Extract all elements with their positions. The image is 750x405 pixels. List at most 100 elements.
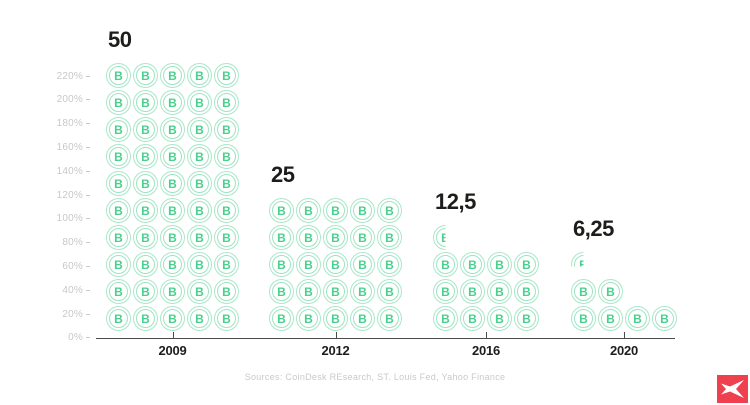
bitcoin-b-glyph: B: [606, 284, 615, 299]
coin-cell: B: [268, 251, 295, 278]
bitcoin-coin-icon: B: [269, 252, 294, 277]
coin-cell: B: [159, 116, 186, 143]
bitcoin-coin-icon: B: [106, 225, 131, 250]
y-axis-tick-label: 160%: [56, 141, 83, 153]
coin-cell: B: [132, 170, 159, 197]
bitcoin-coin-icon: B: [433, 279, 458, 304]
bitcoin-coin-icon: B: [214, 198, 239, 223]
bitcoin-b-glyph: B: [141, 203, 150, 218]
bitcoin-quarter-coin-icon: B: [571, 252, 584, 267]
bitcoin-b-glyph: B: [385, 284, 394, 299]
coin-cell: B: [486, 278, 513, 305]
coin-cell: B: [295, 251, 322, 278]
bitcoin-coin-icon: B: [106, 117, 131, 142]
coin-cell: B: [159, 197, 186, 224]
bitcoin-coin-icon: B: [487, 279, 512, 304]
bitcoin-b-glyph: B: [222, 122, 231, 137]
bitcoin-b-glyph: B: [195, 95, 204, 110]
bitcoin-b-glyph: B: [358, 203, 367, 218]
y-axis-tick-label: 200%: [56, 94, 83, 106]
bitcoin-coin-icon: B: [598, 279, 623, 304]
y-axis-tick-mark: [86, 242, 90, 244]
bitcoin-b-glyph: B: [168, 230, 177, 245]
bitcoin-coin-icon: B: [214, 252, 239, 277]
coin-cell: B: [213, 278, 240, 305]
bitcoin-coin-icon: B: [160, 171, 185, 196]
bitcoin-coin-icon: B: [160, 306, 185, 331]
coin-cell: B: [132, 89, 159, 116]
y-axis-tick-label: 0%: [68, 332, 83, 344]
bitcoin-coin-icon: B: [187, 63, 212, 88]
bitcoin-coin-icon: B: [377, 279, 402, 304]
bitcoin-coin-icon: B: [350, 198, 375, 223]
bitcoin-coin-icon: B: [350, 306, 375, 331]
bitcoin-b-glyph: B: [277, 257, 286, 272]
coin-cell: B: [376, 278, 403, 305]
coin-cell: B: [159, 305, 186, 332]
coin-cell: B: [159, 251, 186, 278]
bitcoin-b-glyph: B: [304, 311, 313, 326]
reward-group-2016: 12,5 B B B B B B B B B B B B B: [432, 189, 540, 332]
bitcoin-b-glyph: B: [660, 311, 669, 326]
coin-cell: B: [186, 116, 213, 143]
bitcoin-coin-icon: B: [106, 63, 131, 88]
bitcoin-coin-icon: B: [269, 306, 294, 331]
bitcoin-coin-icon: B: [187, 117, 212, 142]
y-axis-tick-120: 120%: [26, 190, 90, 201]
x-axis-tick: [624, 332, 625, 338]
bitcoin-coin-icon: B: [133, 90, 158, 115]
coin-cell: B: [486, 251, 513, 278]
y-axis-tick-20: 20%: [26, 308, 90, 320]
bitcoin-coin-icon: B: [625, 306, 650, 331]
coin-cell: B: [322, 305, 349, 332]
source-note: Sources: CoinDesk REsearch, ST. Louis Fe…: [244, 372, 506, 382]
bitcoin-b-glyph: B: [168, 95, 177, 110]
y-axis-tick-60: 60%: [26, 261, 90, 272]
coin-cell: B: [513, 278, 540, 305]
bitcoin-coin-icon: B: [133, 63, 158, 88]
bitcoin-coin-icon: B: [323, 306, 348, 331]
bitcoin-coin-icon: B: [133, 252, 158, 277]
bitcoin-b-glyph: B: [522, 284, 531, 299]
coin-cell: B: [159, 170, 186, 197]
bitcoin-coin-icon: B: [133, 117, 158, 142]
coin-cell: B: [376, 197, 403, 224]
y-axis-tick-0: 0%: [26, 332, 90, 344]
bitcoin-b-glyph: B: [141, 311, 150, 326]
bitcoin-coin-icon: B: [106, 198, 131, 223]
bitcoin-b-glyph: B: [441, 230, 450, 245]
bitcoin-b-glyph: B: [222, 257, 231, 272]
x-axis-label-2012: 2012: [321, 343, 350, 358]
coin-cell: B: [132, 305, 159, 332]
x-axis-tick: [335, 332, 337, 338]
y-axis-tick-label: 20%: [62, 308, 83, 320]
coin-cell: B: [213, 62, 240, 89]
coin-cell: B: [186, 278, 213, 305]
bitcoin-b-glyph: B: [495, 311, 504, 326]
bitcoin-coin-icon: B: [514, 306, 539, 331]
y-axis-tick-mark: [86, 123, 90, 125]
bitcoin-b-glyph: B: [277, 230, 286, 245]
coin-cell: B: [570, 278, 597, 305]
bitcoin-b-glyph: B: [385, 311, 394, 326]
bitcoin-coin-icon: B: [106, 171, 131, 196]
bitcoin-b-glyph: B: [441, 311, 450, 326]
y-axis-tick-mark: [86, 75, 90, 77]
coin-cell: B: [213, 116, 240, 143]
coin-row: B: [570, 251, 678, 278]
bitcoin-coin-icon: B: [133, 144, 158, 169]
coin-cell: B: [376, 251, 403, 278]
bitcoin-coin-icon: B: [377, 306, 402, 331]
coin-cell: B: [186, 251, 213, 278]
reward-group-2009: 50 B B B B B B B B B B B B B B B B B B B B B B B B B B B B B B B B B B B B B B…: [105, 27, 240, 332]
reward-group-2020: 6,25 B B B B B B B: [570, 216, 678, 332]
coin-cell: B: [295, 197, 322, 224]
coin-cell: B: [459, 278, 486, 305]
